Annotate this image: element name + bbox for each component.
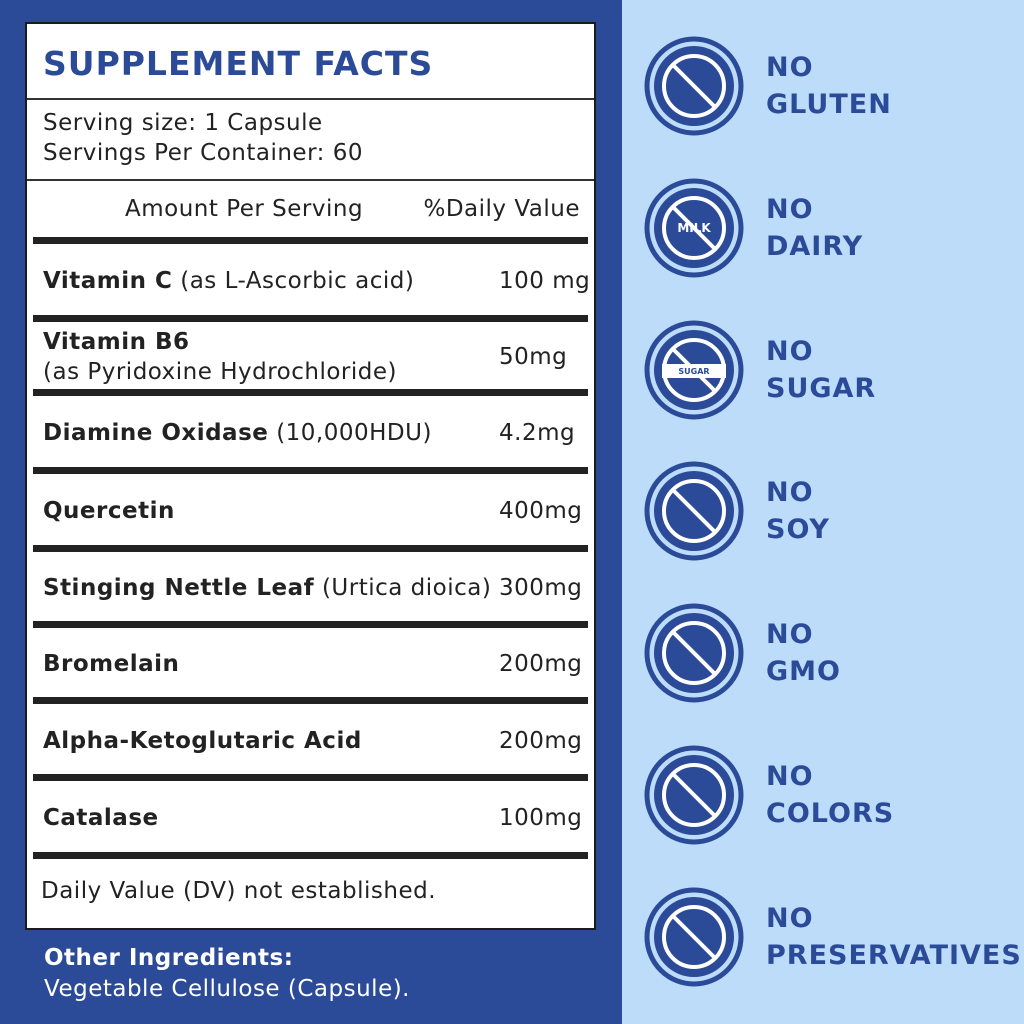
badge-text: NO DAIRY	[766, 191, 863, 265]
divider	[33, 467, 588, 474]
ingredient-name: Bromelain	[43, 651, 180, 677]
divider	[33, 697, 588, 704]
ingredient-qualifier: (as Pyridoxine Hydrochloride)	[43, 359, 397, 385]
ingredient-name: Catalase	[43, 805, 159, 831]
amount: 50mg	[499, 344, 568, 370]
other-ingredients-label: Other Ingredients:	[44, 945, 294, 971]
badge-text: NO GMO	[766, 616, 841, 690]
row-label: Vitamin B6 (as Pyridoxine Hydrochloride)	[43, 327, 397, 387]
divider	[27, 179, 594, 181]
ingredient-name: Alpha-Ketoglutaric Acid	[43, 727, 362, 754]
badge-line: GMO	[766, 656, 841, 688]
badge-icon: SUGAR	[644, 320, 744, 420]
title: SUPPLEMENT FACTS	[43, 44, 434, 83]
badge-icon: MILK	[644, 178, 744, 278]
amount: 400mg	[499, 498, 583, 524]
divider	[33, 237, 588, 244]
amount: 200mg	[499, 727, 583, 754]
servings-per-container: Servings Per Container: 60	[43, 140, 363, 166]
facts-table: SUPPLEMENT FACTS Serving size: 1 Capsule…	[25, 22, 596, 930]
ingredient-qualifier: (10,000HDU)	[276, 420, 432, 446]
ingredient-qualifier: (as L-Ascorbic acid)	[180, 268, 415, 294]
row-label: Alpha-Ketoglutaric Acid	[43, 726, 362, 756]
badge-text: NO SUGAR	[766, 333, 876, 407]
ingredient-name: Vitamin C	[43, 268, 173, 294]
divider	[33, 545, 588, 552]
badge-line: NO	[766, 193, 814, 225]
sugar-pack	[662, 363, 726, 378]
row-label: Vitamin C (as L-Ascorbic acid)	[43, 266, 414, 296]
badge-text: NO SOY	[766, 474, 830, 548]
divider	[33, 389, 588, 396]
column-header: Amount Per Serving	[125, 196, 364, 222]
other-ingredients-text: Vegetable Cellulose (Capsule).	[44, 976, 410, 1002]
badge-line: NO	[766, 761, 814, 792]
badge-line: NO	[766, 477, 814, 509]
badge-text: NO GLUTEN	[766, 49, 892, 123]
badge-line: DAIRY	[766, 230, 864, 262]
amount: 200mg	[499, 651, 583, 677]
ingredient-name: Diamine Oxidase	[43, 420, 269, 446]
row-label: Diamine Oxidase (10,000HDU)	[43, 418, 432, 448]
badge-text: NO COLORS	[766, 758, 894, 832]
ingredient-name: Stinging Nettle Leaf	[43, 575, 315, 601]
badge-icon	[644, 461, 744, 561]
divider	[33, 774, 588, 781]
divider	[33, 621, 588, 628]
ingredient-name: Quercetin	[43, 498, 175, 524]
amount: 100mg	[499, 805, 583, 831]
badge-line: PRESERVATIVES	[766, 939, 1022, 971]
icon-label: MILK	[677, 221, 711, 235]
ingredient-name: Vitamin B6	[43, 329, 190, 355]
badge-line: NO	[766, 619, 814, 651]
divider	[27, 98, 594, 100]
divider	[33, 852, 588, 859]
badge-line: COLORS	[766, 798, 895, 829]
badge-line: NO	[766, 902, 814, 934]
badge-icon	[644, 36, 744, 136]
serving-size: Serving size: 1 Capsule	[43, 110, 323, 136]
badge-line: NO	[766, 52, 814, 83]
badge-icon	[644, 603, 744, 703]
badge-line: NO	[766, 335, 814, 367]
amount: 100 mg	[499, 268, 591, 294]
amount: 300mg	[499, 575, 583, 601]
divider	[33, 315, 588, 322]
ingredient-qualifier: (Urtica dioica)	[321, 575, 492, 601]
row-label: Bromelain	[43, 649, 179, 679]
badge-text: NO PRESERVATIVES	[766, 900, 1022, 974]
row-label: Catalase	[43, 803, 159, 833]
footnote: Daily Value (DV) not established.	[41, 878, 437, 904]
column-header: %Daily Value	[423, 196, 580, 222]
badge-icon	[644, 887, 744, 987]
badge-line: SUGAR	[766, 372, 877, 404]
row-label: Quercetin	[43, 496, 175, 526]
amount: 4.2mg	[499, 420, 576, 446]
badge-icon	[644, 745, 744, 845]
row-label: Stinging Nettle Leaf (Urtica dioica)	[43, 573, 491, 603]
badge-line: GLUTEN	[766, 89, 892, 120]
icon-label: SUGAR	[678, 367, 709, 376]
badge-line: SOY	[766, 514, 830, 546]
